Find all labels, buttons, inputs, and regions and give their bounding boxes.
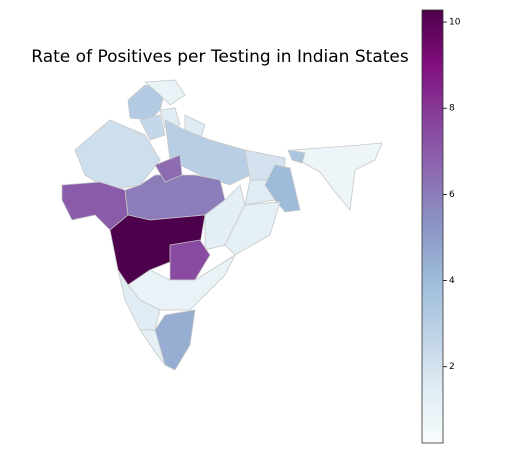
map: [61, 79, 383, 371]
colorbar-tick-label: 4: [449, 276, 455, 286]
region: [169, 239, 211, 281]
colorbar-tick-label: 2: [449, 362, 455, 372]
colorbar-tick-label: 8: [449, 104, 455, 114]
region: [291, 142, 383, 211]
colorbar-tick-label: 6: [449, 190, 455, 200]
region: [264, 164, 301, 213]
colorbar-tick-label: 10: [449, 18, 461, 28]
region: [224, 201, 281, 256]
region: [139, 114, 166, 141]
region: [144, 79, 186, 106]
region: [139, 329, 166, 366]
region: [287, 149, 306, 164]
region: [154, 154, 183, 183]
region: [117, 269, 161, 331]
map-title: Rate of Positives per Testing in Indian …: [31, 47, 409, 67]
region: [74, 119, 161, 191]
region: [154, 309, 196, 371]
colorbar: [421, 9, 444, 444]
